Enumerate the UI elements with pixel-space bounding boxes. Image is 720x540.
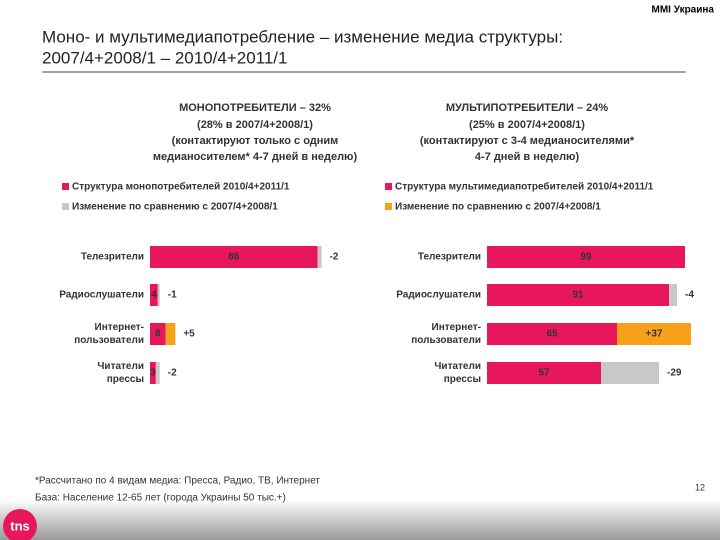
chart-subtitle: (28% в 2007/4+2008/1) xyxy=(197,119,313,131)
category-label: прессы xyxy=(444,374,481,385)
change-bar xyxy=(317,246,322,268)
legend-label: Структура монопотребителей 2010/4+2011/1 xyxy=(72,181,290,193)
legend-swatch xyxy=(385,183,392,190)
change-bar xyxy=(157,284,160,306)
category-label: Интернет- xyxy=(432,322,482,333)
footnote: База: Население 12-65 лет (города Украин… xyxy=(35,493,286,504)
change-bar xyxy=(601,362,659,384)
value-label: 91 xyxy=(572,290,584,301)
change-bar xyxy=(165,323,176,345)
bar xyxy=(150,362,156,384)
category-label: Читатели xyxy=(434,361,481,372)
legend-swatch xyxy=(62,183,69,190)
legend-label: Структура мультимедиапотребителей 2010/4… xyxy=(395,181,654,193)
logo-text: tns xyxy=(10,518,30,533)
value-label: 86 xyxy=(228,252,240,263)
chart-title: МОНОПОТРЕБИТЕЛИ – 32% xyxy=(179,102,331,114)
change-label: +37 xyxy=(646,329,663,340)
bar xyxy=(150,284,158,306)
page-number: 12 xyxy=(695,482,705,492)
legend-label: Изменение по сравнению с 2007/4+2008/1 xyxy=(395,202,601,213)
value-label: 99 xyxy=(580,252,592,263)
newspaper-texture xyxy=(0,500,720,540)
category-label: Радиослушатели xyxy=(59,290,144,301)
change-label: -2 xyxy=(168,368,177,379)
slide-title: Моно- и мультимедиапотребление – изменен… xyxy=(42,27,563,46)
category-label: пользователи xyxy=(74,335,144,346)
value-label: 57 xyxy=(538,368,550,379)
chart-subtitle: медианосителем* 4-7 дней в неделю) xyxy=(153,151,358,163)
footnote: *Рассчитано по 4 видам медиа: Пресса, Ра… xyxy=(35,476,320,487)
chart-subtitle: 4-7 дней в неделю) xyxy=(475,151,580,163)
value-label: 8 xyxy=(155,329,161,340)
bar xyxy=(150,323,166,345)
change-label: -2 xyxy=(330,252,339,263)
bar xyxy=(487,323,617,345)
legend-label: Изменение по сравнению с 2007/4+2008/1 xyxy=(72,202,278,213)
change-label: -29 xyxy=(667,368,682,379)
legend-swatch xyxy=(62,203,69,210)
slide-title: 2007/4+2008/1 – 2010/4+2011/1 xyxy=(42,48,287,67)
change-bar xyxy=(669,284,677,306)
bar xyxy=(487,246,685,268)
category-label: прессы xyxy=(107,374,144,385)
category-label: пользователи xyxy=(411,335,481,346)
legend-swatch xyxy=(385,203,392,210)
chart-title: МУЛЬТИПОТРЕБИТЕЛИ – 24% xyxy=(446,102,609,114)
category-label: Читатели xyxy=(97,361,144,372)
bar xyxy=(487,362,601,384)
chart-subtitle: (контактируют с 3-4 медианосителями* xyxy=(420,135,635,147)
value-label: 4 xyxy=(151,290,157,301)
change-label: +5 xyxy=(183,329,195,340)
category-label: Интернет- xyxy=(95,322,145,333)
bar xyxy=(487,284,669,306)
chart-subtitle: (контактируют только с одним xyxy=(172,135,339,147)
change-label: -1 xyxy=(168,290,177,301)
value-label: 65 xyxy=(546,329,558,340)
category-label: Телезрители xyxy=(81,252,144,263)
brand: MMI Украина xyxy=(652,5,715,16)
change-label: -4 xyxy=(685,290,694,301)
category-label: Радиослушатели xyxy=(396,290,481,301)
logo xyxy=(3,509,37,540)
bar xyxy=(150,246,318,268)
change-bar xyxy=(155,362,160,384)
change-bar xyxy=(617,323,691,345)
chart-subtitle: (25% в 2007/4+2008/1) xyxy=(469,119,585,131)
category-label: Телезрители xyxy=(418,252,481,263)
value-label: 3 xyxy=(150,368,156,379)
